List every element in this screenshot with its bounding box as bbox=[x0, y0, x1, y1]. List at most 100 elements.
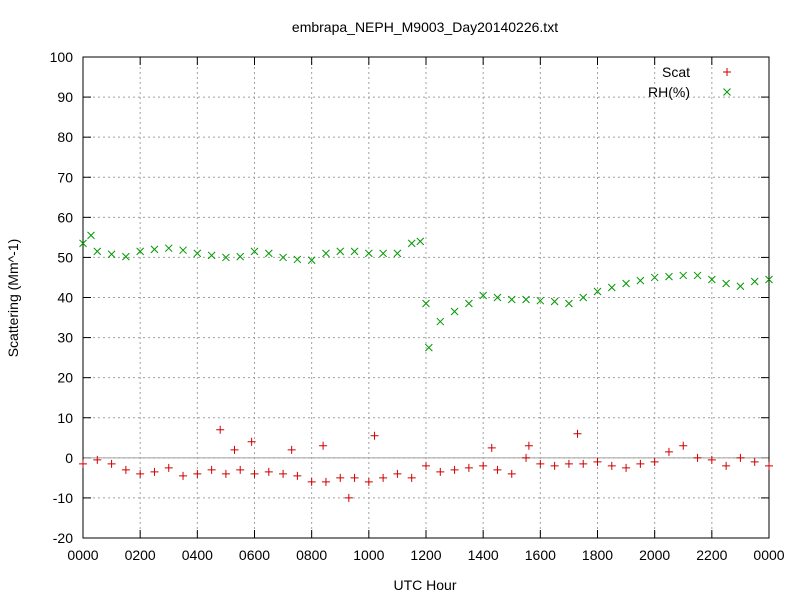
point bbox=[350, 247, 359, 256]
point bbox=[650, 273, 659, 282]
point bbox=[636, 276, 645, 285]
point bbox=[622, 279, 630, 288]
y-tick-label: 20 bbox=[57, 370, 73, 386]
point bbox=[264, 249, 273, 258]
point bbox=[250, 247, 259, 256]
point bbox=[736, 453, 745, 462]
point bbox=[150, 467, 159, 476]
point bbox=[536, 296, 545, 305]
point bbox=[493, 465, 502, 474]
point bbox=[207, 465, 216, 474]
point bbox=[279, 469, 288, 478]
point bbox=[765, 461, 773, 470]
point bbox=[230, 445, 239, 454]
point bbox=[522, 295, 530, 304]
x-tick-label: 1200 bbox=[410, 547, 441, 563]
point bbox=[407, 473, 416, 482]
y-tick-label: 30 bbox=[57, 330, 73, 346]
point bbox=[564, 459, 573, 468]
point bbox=[493, 293, 502, 302]
point bbox=[179, 471, 188, 480]
point bbox=[593, 287, 602, 296]
legend-label: Scat bbox=[662, 64, 690, 80]
point bbox=[107, 250, 116, 259]
point bbox=[236, 252, 245, 261]
point bbox=[322, 249, 330, 258]
point bbox=[636, 459, 645, 468]
x-axis-label: UTC Hour bbox=[393, 577, 456, 593]
point bbox=[693, 453, 702, 462]
point bbox=[344, 493, 353, 502]
point bbox=[164, 463, 173, 472]
point bbox=[393, 469, 402, 478]
point bbox=[679, 271, 688, 280]
point bbox=[416, 237, 425, 246]
point bbox=[136, 469, 145, 478]
x-tick-label: 0400 bbox=[182, 547, 213, 563]
point bbox=[422, 461, 430, 470]
point bbox=[221, 469, 230, 478]
point bbox=[79, 239, 87, 248]
x-tick-label: 0800 bbox=[296, 547, 327, 563]
point bbox=[607, 461, 616, 470]
point bbox=[707, 275, 716, 284]
point bbox=[479, 291, 488, 300]
point bbox=[216, 425, 225, 434]
x-tick-label: 0600 bbox=[239, 547, 270, 563]
point bbox=[93, 247, 102, 256]
point bbox=[407, 239, 416, 248]
y-tick-label: -20 bbox=[53, 530, 73, 546]
y-tick-label: 100 bbox=[50, 49, 74, 65]
x-tick-label: 1600 bbox=[525, 547, 556, 563]
y-tick-label: 90 bbox=[57, 89, 73, 105]
point bbox=[487, 443, 496, 452]
point bbox=[293, 255, 302, 264]
point bbox=[207, 251, 216, 260]
point bbox=[622, 463, 631, 472]
point bbox=[550, 461, 559, 470]
point bbox=[479, 461, 488, 470]
point bbox=[579, 459, 588, 468]
point bbox=[465, 299, 473, 308]
point bbox=[722, 279, 730, 288]
point bbox=[422, 299, 430, 308]
point bbox=[379, 473, 388, 482]
point bbox=[279, 253, 287, 262]
point bbox=[93, 455, 102, 464]
y-axis-label: Scattering (Mm^-1) bbox=[5, 239, 21, 358]
point bbox=[364, 249, 373, 258]
point bbox=[87, 231, 95, 240]
point bbox=[250, 469, 259, 478]
point bbox=[750, 457, 759, 466]
chart-title: embrapa_NEPH_M9003_Day20140226.txt bbox=[292, 19, 558, 35]
point bbox=[593, 457, 602, 466]
point bbox=[507, 295, 516, 304]
point bbox=[524, 441, 533, 450]
point bbox=[507, 469, 516, 478]
point bbox=[393, 249, 402, 258]
point bbox=[222, 253, 230, 262]
x-tick-label: 0200 bbox=[125, 547, 156, 563]
point bbox=[379, 249, 387, 258]
point bbox=[179, 246, 187, 255]
point bbox=[425, 343, 433, 352]
point bbox=[193, 469, 202, 478]
point bbox=[79, 459, 87, 468]
point bbox=[370, 431, 379, 440]
y-tick-label: -10 bbox=[53, 490, 73, 506]
x-tick-label: 0000 bbox=[67, 547, 98, 563]
point bbox=[664, 447, 673, 456]
point bbox=[707, 455, 716, 464]
point bbox=[679, 441, 688, 450]
point bbox=[522, 453, 531, 462]
point bbox=[264, 467, 273, 476]
point bbox=[319, 441, 328, 450]
point bbox=[247, 437, 256, 446]
point bbox=[436, 467, 445, 476]
point bbox=[665, 272, 673, 281]
legend-label: RH(%) bbox=[648, 84, 690, 100]
point bbox=[321, 477, 330, 486]
point bbox=[193, 249, 202, 258]
x-tick-label: 2200 bbox=[696, 547, 727, 563]
